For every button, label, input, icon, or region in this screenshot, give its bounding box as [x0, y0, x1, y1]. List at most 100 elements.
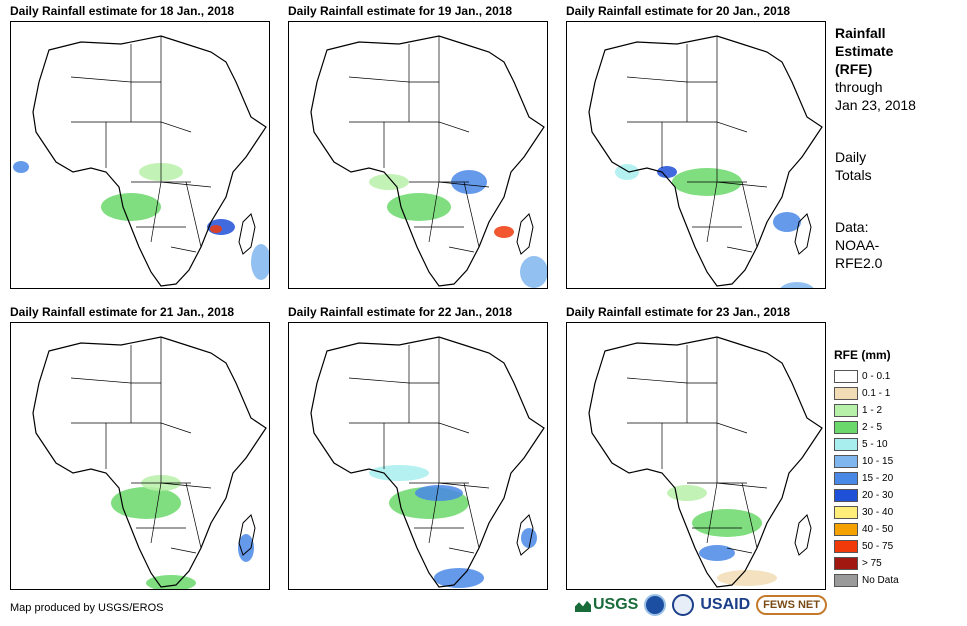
legend-swatch: [834, 404, 858, 417]
through-date: Jan 23, 2018: [835, 97, 916, 113]
country-border: [741, 181, 758, 248]
country-border: [716, 36, 748, 133]
legend-label: 30 - 40: [862, 507, 894, 518]
country-border: [448, 246, 475, 253]
rainfall-area: [657, 166, 677, 178]
sidebar-info: Rainfall Estimate (RFE) through Jan 23, …: [835, 24, 963, 272]
africa-map-graphic: [13, 35, 269, 287]
legend-item: 0 - 0.1: [834, 368, 962, 385]
africa-map-graphic: [310, 35, 547, 288]
legend-label: 15 - 20: [862, 473, 894, 484]
rainfall-map: [10, 21, 270, 289]
country-border: [463, 482, 480, 549]
africa-coastline: [588, 35, 823, 287]
country-border: [70, 76, 161, 83]
legend-swatch: [834, 387, 858, 400]
country-border: [438, 337, 470, 434]
legend-item: 40 - 50: [834, 521, 962, 538]
usgs-logo: USGS: [575, 596, 638, 614]
africa-coastline: [310, 336, 545, 588]
africa-map-graphic: [32, 336, 267, 589]
legend-swatch: [834, 489, 858, 502]
country-border: [348, 377, 439, 384]
legend-label: 40 - 50: [862, 524, 894, 535]
legend-item: 15 - 20: [834, 470, 962, 487]
legend-label: 20 - 30: [862, 490, 894, 501]
country-border: [348, 76, 439, 83]
country-border: [438, 36, 470, 133]
rainfall-area: [101, 193, 161, 221]
country-border: [428, 482, 440, 544]
country-border: [160, 337, 192, 434]
rainfall-area: [387, 193, 451, 221]
legend-label: > 75: [862, 558, 882, 569]
country-border: [626, 377, 717, 384]
legend-item: 20 - 30: [834, 487, 962, 504]
rainfall-area: [251, 244, 269, 280]
rfe-title-line1: Rainfall: [835, 25, 886, 41]
rainfall-area: [369, 465, 429, 481]
legend-swatch: [834, 523, 858, 536]
totals-line2: Totals: [835, 167, 872, 183]
data-line1: Data:: [835, 219, 869, 235]
madagascar-outline: [238, 514, 256, 556]
madagascar-outline: [516, 213, 534, 255]
country-border: [716, 423, 768, 489]
legend-item: No Data: [834, 572, 962, 589]
madagascar-outline: [794, 213, 812, 255]
legend-swatch: [834, 370, 858, 383]
legend-item: 50 - 75: [834, 538, 962, 555]
country-border: [716, 337, 748, 434]
rainfall-area: [111, 487, 181, 519]
legend-label: 2 - 5: [862, 422, 883, 433]
country-border: [428, 181, 440, 243]
legend-swatch: [834, 574, 858, 587]
rainfall-area: [415, 485, 463, 501]
legend-swatch: [834, 421, 858, 434]
africa-coastline: [32, 336, 267, 588]
legend-label: 0 - 0.1: [862, 371, 891, 382]
country-border: [150, 181, 162, 243]
country-border: [706, 482, 718, 544]
country-border: [185, 482, 202, 549]
rfe-legend: RFE (mm) 0 - 0.1 0.1 - 1 1 - 2 2 - 5 5 - 10 1…: [834, 348, 962, 589]
legend-swatch: [834, 438, 858, 451]
rainfall-area: [717, 570, 777, 586]
panel-title: Daily Rainfall estimate for 20 Jan., 201…: [566, 4, 791, 18]
rainfall-map: [288, 21, 548, 289]
legend-label: 5 - 10: [862, 439, 888, 450]
madagascar-outline: [238, 213, 256, 255]
country-border: [185, 181, 202, 248]
legend-swatch: [834, 506, 858, 519]
country-border: [726, 547, 753, 554]
rainfall-area: [146, 575, 196, 589]
madagascar-outline: [516, 514, 534, 556]
rainfall-area: [520, 256, 547, 288]
rainfall-map: [566, 322, 826, 590]
legend-swatch: [834, 472, 858, 485]
country-border: [438, 423, 490, 489]
country-border: [160, 36, 192, 133]
usgs-logo-text: USGS: [593, 596, 639, 613]
madagascar-outline: [794, 514, 812, 556]
panel-title: Daily Rainfall estimate for 22 Jan., 201…: [288, 305, 513, 319]
partner-logos: USGS USAID FEWS NET: [575, 594, 827, 616]
legend-item: 2 - 5: [834, 419, 962, 436]
legend-item: 1 - 2: [834, 402, 962, 419]
legend-item: 5 - 10: [834, 436, 962, 453]
country-border: [463, 181, 480, 248]
fews-net-logo: FEWS NET: [756, 595, 827, 615]
rainfall-map: [288, 322, 548, 590]
legend-item: 10 - 15: [834, 453, 962, 470]
legend-item: > 75: [834, 555, 962, 572]
africa-coastline: [32, 35, 267, 287]
panel-title: Daily Rainfall estimate for 18 Jan., 201…: [10, 4, 235, 18]
legend-item: 30 - 40: [834, 504, 962, 521]
africa-coastline: [310, 35, 545, 287]
africa-map-graphic: [310, 336, 545, 588]
legend-label: 0.1 - 1: [862, 388, 891, 399]
country-border: [448, 547, 475, 554]
data-line3: RFE2.0: [835, 255, 883, 271]
country-border: [70, 377, 161, 384]
panel-title: Daily Rainfall estimate for 23 Jan., 201…: [566, 305, 791, 319]
